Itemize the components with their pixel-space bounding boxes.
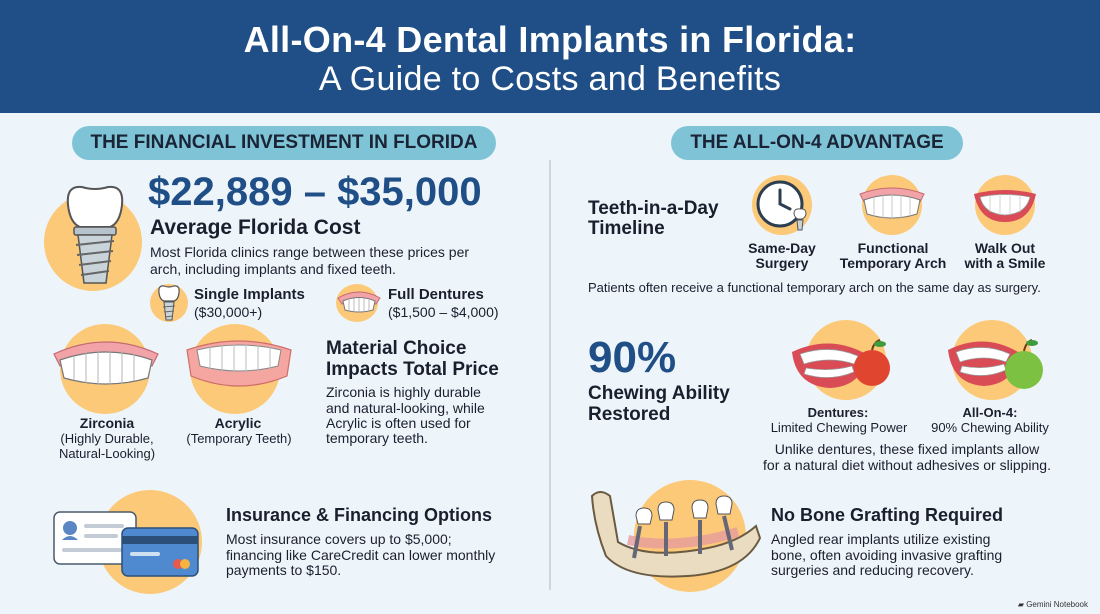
brand-mark-icon: ▰ xyxy=(1017,600,1027,609)
page-subtitle: A Guide to Costs and Benefits xyxy=(318,60,782,98)
bone-desc-line-3: surgeries and reducing recovery. xyxy=(771,562,974,578)
zirconia-denture-icon xyxy=(53,341,159,385)
arch-label-2: Temporary Arch xyxy=(839,255,947,271)
zirconia-title: Zirconia xyxy=(79,415,135,431)
single-implants-price: ($30,000+) xyxy=(194,304,263,320)
material-desc-line-4: temporary teeth. xyxy=(326,430,428,446)
page-title: All-On-4 Dental Implants in Florida: xyxy=(243,19,857,60)
bone-desc-line-1: Angled rear implants utilize existing xyxy=(771,531,991,547)
clock-icon xyxy=(756,180,807,231)
material-title-line-1: Material Choice xyxy=(326,338,467,359)
header-banner: All-On-4 Dental Implants in Florida: A G… xyxy=(0,0,1100,113)
single-implant-icon xyxy=(158,285,180,321)
allon4-chew-desc: 90% Chewing Ability xyxy=(931,420,1049,435)
allon4-chew-title: All-On-4: xyxy=(962,405,1018,420)
cost-desc-line-2: arch, including implants and fixed teeth… xyxy=(150,261,396,277)
same-day-label-2: Surgery xyxy=(755,255,809,271)
material-desc-line-2: and natural-looking, while xyxy=(326,400,485,416)
section-label-advantage: THE ALL-ON-4 ADVANTAGE xyxy=(671,126,963,160)
chewing-note-line-1: Unlike dentures, these fixed implants al… xyxy=(774,441,1040,457)
credit-card-icon xyxy=(53,511,199,577)
timeline-title-line-1: Teeth-in-a-Day xyxy=(588,198,719,219)
smile-icon xyxy=(974,190,1036,222)
implant-icon xyxy=(66,185,124,284)
mouth-apple-icon-2 xyxy=(948,339,1043,389)
section-label-financial: THE FINANCIAL INVESTMENT IN FLORIDA xyxy=(72,126,496,160)
full-dentures-icon xyxy=(337,291,381,313)
material-desc-line-3: Acrylic is often used for xyxy=(326,415,471,431)
timeline-note: Patients often receive a functional temp… xyxy=(588,280,1041,295)
insurance-desc-line-3: payments to $150. xyxy=(226,562,342,578)
material-desc-line-1: Zirconia is highly durable xyxy=(326,384,481,400)
mouth-apple-icon xyxy=(792,339,890,388)
arch-label-1: Functional xyxy=(857,240,929,256)
smile-label-2: with a Smile xyxy=(964,255,1046,271)
chewing-title-line-2: Restored xyxy=(588,404,671,425)
dentures-chew-desc: Limited Chewing Power xyxy=(770,420,908,435)
bone-title: No Bone Grafting Required xyxy=(771,505,1004,525)
same-day-label-1: Same-Day xyxy=(748,240,816,256)
jaw-implant-icon xyxy=(590,491,762,578)
chewing-note-line-2: for a natural diet without adhesives or … xyxy=(763,457,1051,473)
acrylic-title: Acrylic xyxy=(214,415,262,431)
cost-label: Average Florida Cost xyxy=(150,216,361,239)
zirconia-desc-line-2: Natural-Looking) xyxy=(58,446,156,461)
brand-label: Gemini Notebook xyxy=(1026,600,1088,609)
insurance-title: Insurance & Financing Options xyxy=(226,505,493,525)
material-title-line-2: Impacts Total Price xyxy=(326,359,499,380)
chewing-title-line-1: Chewing Ability xyxy=(588,383,730,404)
cost-desc-line-1: Most Florida clinics range between these… xyxy=(150,244,470,260)
cost-range: $22,889 – $35,000 xyxy=(148,170,482,214)
acrylic-denture-icon xyxy=(186,340,292,387)
full-dentures-title: Full Dentures xyxy=(388,286,484,303)
smile-label-1: Walk Out xyxy=(974,240,1036,256)
insurance-desc-line-1: Most insurance covers up to $5,000; xyxy=(226,531,452,547)
insurance-desc-line-2: financing like CareCredit can lower mont… xyxy=(226,547,496,563)
bone-desc-line-2: bone, often avoiding invasive grafting xyxy=(771,547,1003,563)
single-implants-title: Single Implants xyxy=(194,286,305,303)
timeline-title-line-2: Timeline xyxy=(588,218,665,239)
temporary-arch-icon xyxy=(859,187,925,219)
zirconia-desc-line-1: (Highly Durable, xyxy=(60,431,154,446)
column-divider xyxy=(549,160,551,590)
dentures-chew-title: Dentures: xyxy=(807,405,869,420)
footer-brand: ▰ Gemini Notebook xyxy=(1018,600,1088,609)
full-dentures-price: ($1,500 – $4,000) xyxy=(388,304,499,320)
acrylic-desc: (Temporary Teeth) xyxy=(186,431,292,446)
chewing-percent: 90% xyxy=(588,333,677,382)
